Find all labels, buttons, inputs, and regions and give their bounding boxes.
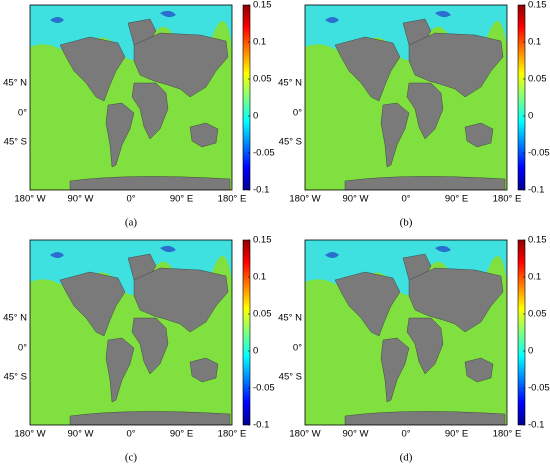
colorbar — [517, 239, 526, 426]
colorbar-tick-label: 0 — [253, 111, 258, 122]
colorbar-tick-label: 0.05 — [528, 309, 547, 320]
colorbar-tick-label: 0.15 — [528, 235, 547, 246]
map-frame — [304, 4, 508, 191]
colorbar-tick-label: 0.1 — [528, 272, 541, 283]
lat-label: 45° N — [3, 78, 27, 89]
lat-label: 45° N — [278, 313, 302, 324]
colorbar-tick-label: -0.1 — [253, 185, 269, 196]
lon-label: 180° W — [14, 194, 45, 205]
lat-label: 0° — [293, 108, 302, 119]
map-frame — [304, 239, 508, 426]
colorbar-tick-label: 0 — [253, 346, 258, 357]
colorbar-tick-label: 0.05 — [253, 74, 272, 85]
lat-label: 0° — [18, 108, 27, 119]
colorbar-tick-label: 0.05 — [253, 309, 272, 320]
lon-label: 0° — [126, 194, 135, 205]
panel-label: (b) — [400, 217, 413, 229]
colorbar-tick-label: -0.05 — [528, 383, 550, 394]
colorbar-tick-label: -0.05 — [253, 383, 275, 394]
colorbar-tick-label: -0.1 — [528, 420, 544, 431]
panel: 180° W 90° W 0° 90° E 180° E 45° N 0° 45° S 0.15… — [3, 0, 275, 229]
map — [305, 240, 507, 425]
lon-label: 90° W — [343, 194, 369, 205]
lat-label: 0° — [293, 343, 302, 354]
panel-label: (d) — [400, 452, 413, 464]
colorbar-tick-label: 0.15 — [528, 0, 547, 11]
colorbar — [242, 239, 251, 426]
lon-label: 90° E — [170, 194, 193, 205]
colorbar-tick-label: -0.05 — [253, 148, 275, 159]
lon-label: 90° E — [445, 194, 468, 205]
colorbar-tick-label: 0.1 — [528, 37, 541, 48]
panel: 180° W 90° W 0° 90° E 180° E 45° N 0° 45° S 0.15… — [278, 0, 550, 229]
map-frame — [29, 4, 233, 191]
map — [30, 5, 232, 190]
map — [305, 5, 507, 190]
lon-label: 90° E — [445, 429, 468, 440]
lat-label: 45° S — [4, 137, 27, 148]
map-frame — [29, 239, 233, 426]
map — [30, 240, 232, 425]
colorbar-tick-label: -0.1 — [253, 420, 269, 431]
lat-label: 45° N — [278, 78, 302, 89]
lon-label: 180° W — [289, 429, 320, 440]
lon-label: 90° W — [68, 194, 94, 205]
lon-label: 180° E — [218, 429, 247, 440]
colorbar-tick-label: 0.1 — [253, 37, 266, 48]
panel: 180° W 90° W 0° 90° E 180° E 45° N 0° 45° S 0.15… — [3, 235, 275, 464]
lon-label: 90° W — [68, 429, 94, 440]
lon-label: 0° — [401, 429, 410, 440]
colorbar-tick-label: 0 — [528, 111, 533, 122]
colorbar-tick-label: 0.15 — [253, 0, 272, 11]
colorbar-tick-label: -0.1 — [528, 185, 544, 196]
colorbar-tick-label: 0.05 — [528, 74, 547, 85]
colorbar-tick-label: 0 — [528, 346, 533, 357]
panel-label: (a) — [125, 217, 138, 229]
lon-label: 90° W — [343, 429, 369, 440]
lon-label: 180° E — [218, 194, 247, 205]
colorbar — [517, 4, 526, 191]
lon-label: 180° E — [493, 429, 522, 440]
lat-label: 45° S — [4, 372, 27, 383]
lat-label: 45° S — [279, 137, 302, 148]
colorbar — [242, 4, 251, 191]
colorbar-tick-label: 0.1 — [253, 272, 266, 283]
lon-label: 90° E — [170, 429, 193, 440]
lon-label: 0° — [126, 429, 135, 440]
lon-label: 0° — [401, 194, 410, 205]
panel-label: (c) — [125, 452, 138, 464]
lat-label: 0° — [18, 343, 27, 354]
lon-label: 180° E — [493, 194, 522, 205]
lat-label: 45° N — [3, 313, 27, 324]
panel: 180° W 90° W 0° 90° E 180° E 45° N 0° 45° S 0.15… — [278, 235, 550, 464]
colorbar-tick-label: -0.05 — [528, 148, 550, 159]
lon-label: 180° W — [14, 429, 45, 440]
colorbar-tick-label: 0.15 — [253, 235, 272, 246]
lat-label: 45° S — [279, 372, 302, 383]
lon-label: 180° W — [289, 194, 320, 205]
